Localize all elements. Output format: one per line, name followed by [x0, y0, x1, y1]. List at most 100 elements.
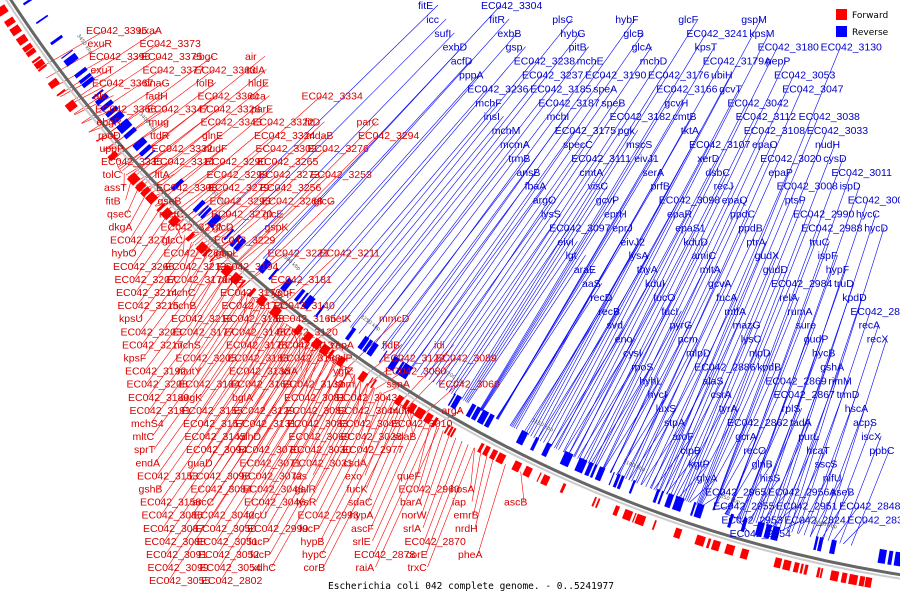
gene-label: gcvT: [719, 83, 742, 95]
gene-label: EC042_3253: [311, 169, 372, 181]
gene-label: EC042_3238: [514, 56, 575, 68]
connector-line: [207, 329, 294, 463]
forward-feature: [829, 570, 840, 582]
connector-line: [590, 366, 652, 465]
gene-label: EC042_2955: [713, 500, 774, 512]
reverse-feature: [559, 450, 574, 468]
gene-label: EC042_2951: [776, 500, 837, 512]
connector-line: [543, 199, 680, 443]
connector-line: [650, 171, 789, 489]
gene-label: aroF: [672, 431, 694, 443]
connector-line: [340, 364, 354, 371]
connector-line: [461, 18, 699, 400]
gene-label: EC042_3276: [308, 143, 369, 155]
connector-line: [712, 505, 734, 511]
gene-label: eprJ: [612, 222, 632, 234]
connector-line: [260, 356, 330, 476]
forward-feature: [168, 214, 181, 228]
legend-reverse-swatch: [836, 26, 847, 37]
reverse-feature: [61, 49, 73, 59]
gene-label: mltC: [133, 431, 155, 443]
gene-label: EC042_2960: [399, 484, 460, 496]
gene-label: EC042_3214: [116, 287, 177, 299]
gene-label: EC042_3293: [210, 195, 271, 207]
gene-label: EC042_3366: [95, 104, 156, 116]
gene-label: fitD: [305, 117, 321, 129]
connector-line: [134, 223, 174, 280]
connector-line: [640, 227, 759, 485]
gene-label: eprH: [604, 209, 627, 221]
forward-feature: [622, 508, 634, 522]
connector-line: [58, 29, 159, 96]
gene-label: EC042_3083: [287, 418, 348, 430]
gene-label: EC042_3347: [147, 104, 208, 116]
gene-label: recD: [590, 292, 613, 304]
connector-line: [496, 213, 625, 419]
connector-line: [323, 407, 406, 568]
gene-label: kpsU: [119, 313, 143, 325]
connector-line: [762, 421, 811, 525]
gene-label: ssnA: [387, 379, 410, 391]
connector-line: [803, 394, 857, 536]
gene-label: ygfZ: [333, 366, 354, 378]
gene-label: gspM: [741, 14, 767, 26]
connector-line: [350, 32, 581, 328]
gene-label: gudD: [763, 264, 789, 276]
connector-line: [411, 32, 644, 370]
connector-line: [512, 171, 663, 428]
reverse-feature: [387, 355, 401, 372]
gene-label: truD: [834, 278, 854, 290]
forward-feature: [140, 186, 152, 198]
gene-label: norW: [402, 510, 427, 522]
connector-line: [750, 407, 803, 522]
gene-label: bglA: [232, 392, 253, 404]
reverse-feature: [105, 105, 119, 118]
forward-feature: [15, 33, 29, 46]
connector-line: [262, 361, 337, 489]
gene-label: EC042_3273: [259, 169, 320, 181]
connector-line: [130, 69, 267, 181]
gene-label: assT: [104, 182, 127, 194]
connector-line: [178, 147, 276, 231]
gene-label: gcrA: [735, 431, 757, 443]
gene-label: argO: [533, 195, 556, 207]
connector-line: [311, 374, 355, 463]
connector-line: [398, 344, 455, 405]
gene-label: ascB: [504, 497, 527, 509]
forward-feature: [406, 402, 418, 415]
connector-line: [372, 420, 427, 542]
forward-feature: [47, 77, 60, 90]
gene-label: EC042_3098: [659, 195, 720, 207]
connector-line: [374, 102, 559, 345]
connector-line: [74, 95, 114, 116]
connector-line: [743, 185, 860, 520]
gene-label: mlpD: [686, 348, 711, 360]
gene-label: EC042_3191: [130, 405, 191, 417]
gene-label: sufI: [434, 28, 451, 40]
connector-line: [658, 46, 841, 492]
gene-label: EC042_3373: [140, 38, 201, 50]
gene-label: EC042_3163: [280, 353, 341, 365]
legend-forward-swatch: [836, 9, 847, 20]
gene-label: glnE: [202, 130, 223, 142]
connector-line: [361, 344, 403, 380]
connector-line: [135, 230, 181, 293]
gene-label: EC042_3271: [110, 235, 171, 247]
gene-label: EC042_3184: [179, 379, 240, 391]
reverse-feature: [171, 178, 185, 192]
gene-label: hybO: [112, 248, 137, 260]
reverse-feature: [877, 548, 887, 564]
gene-label: EC042_3211: [320, 248, 381, 260]
gene-label: EC042_3189: [128, 392, 189, 404]
gene-label: EC042_3086: [142, 510, 203, 522]
connector-line: [434, 409, 462, 426]
connector-line: [470, 447, 475, 489]
forward-feature: [144, 191, 159, 205]
gene-label: EC042_3279: [208, 182, 269, 194]
gene-label: EC042_2878: [354, 549, 415, 561]
gene-label: EC042_3175: [555, 125, 616, 137]
gene-label: EC042_3153: [137, 470, 198, 482]
reverse-feature: [763, 523, 773, 539]
connector-line: [471, 451, 482, 502]
